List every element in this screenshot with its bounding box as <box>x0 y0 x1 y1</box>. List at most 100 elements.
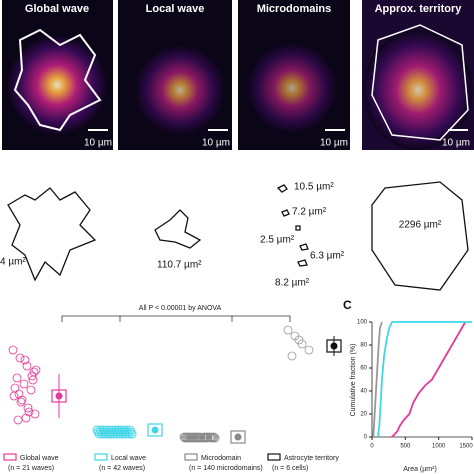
dot <box>287 351 297 361</box>
outline <box>154 209 202 249</box>
legend-count: (n = 140 microdomains) <box>189 465 263 472</box>
legend-label: Astrocyte territory <box>284 455 339 462</box>
dot <box>111 427 121 437</box>
dot <box>10 383 20 393</box>
dot <box>96 427 106 437</box>
dot <box>120 427 130 437</box>
outline-label: 8.2 µm² <box>275 278 310 289</box>
dot <box>102 427 112 437</box>
scale-label: 10 µm <box>320 138 348 149</box>
dot <box>13 415 23 425</box>
image-row: Global wave Local wave Microdomains Appr… <box>2 0 474 150</box>
dot <box>22 361 32 371</box>
dot <box>23 403 33 413</box>
error-box <box>230 430 246 444</box>
mean <box>151 426 159 434</box>
outline-label: 4 µm² <box>0 257 26 268</box>
error-box <box>147 423 163 437</box>
dot <box>121 429 131 439</box>
legend-count: (n = 21 waves) <box>8 465 54 472</box>
dot <box>123 427 133 437</box>
dot <box>21 413 31 423</box>
scale-label: 10 µm <box>84 138 112 149</box>
dot <box>115 429 125 439</box>
dot <box>283 325 293 335</box>
cell <box>135 45 225 135</box>
mean <box>234 433 242 441</box>
dot <box>9 391 19 401</box>
territory-outline <box>371 24 469 141</box>
legend-swatch <box>3 453 17 461</box>
dot <box>208 433 218 443</box>
y-axis-label: Cumulative fraction (%) <box>350 344 357 417</box>
dot <box>14 389 24 399</box>
outline-label: 7.2 µm² <box>292 207 327 218</box>
y-tick-label: 100 <box>357 320 368 326</box>
outline <box>7 187 97 282</box>
dot <box>16 397 26 407</box>
dot <box>92 425 102 435</box>
dot <box>17 395 27 405</box>
image-title: Local wave <box>146 3 205 15</box>
dot <box>106 429 116 439</box>
dot <box>113 425 123 435</box>
dot <box>20 355 30 365</box>
series-line <box>377 321 472 438</box>
dot <box>94 429 104 439</box>
outline-label: 6.3 µm² <box>310 251 345 262</box>
dot <box>27 371 37 381</box>
dot <box>108 427 118 437</box>
legend-swatch <box>267 453 281 461</box>
x-tick-label: 1000 <box>432 444 446 450</box>
x-tick-label: 1500 <box>459 444 473 450</box>
dot <box>19 379 29 389</box>
legend-label: Microdomain <box>201 455 241 462</box>
panel-c: C Cumulative fraction (%) Area (µm²) 0 20… <box>343 298 473 473</box>
bracket <box>61 315 291 322</box>
cell <box>363 30 473 150</box>
error-box <box>51 389 67 403</box>
dot <box>124 429 134 439</box>
dot <box>99 427 109 437</box>
legend-count: (n = 42 waves) <box>99 465 145 472</box>
dot <box>190 433 200 443</box>
mean <box>55 392 63 400</box>
legend-label: Global wave <box>20 455 59 462</box>
dot <box>15 353 25 363</box>
series-line <box>391 321 467 438</box>
dot <box>304 345 314 355</box>
dot <box>126 427 136 437</box>
outline-label: 2296 µm² <box>399 220 442 231</box>
y-tick-label: 40 <box>360 389 367 395</box>
dot <box>105 427 115 437</box>
cell <box>247 43 337 133</box>
outline <box>276 184 309 267</box>
dot <box>107 425 117 435</box>
dot <box>26 385 36 395</box>
y-tick-label: 60 <box>360 366 367 372</box>
y-tick-label: 20 <box>360 412 367 418</box>
x-tick-label: 0 <box>370 444 374 450</box>
outline-label: 2.5 µm² <box>260 235 295 246</box>
series-line <box>372 321 383 438</box>
image-title: Global wave <box>25 3 89 15</box>
dot <box>194 433 204 443</box>
panel-label: C <box>343 298 352 312</box>
image-title: Microdomains <box>257 3 332 15</box>
dot <box>183 432 193 442</box>
legend-swatch <box>94 453 108 461</box>
dot <box>24 407 34 417</box>
scale-label: 10 µm <box>442 138 470 149</box>
outline-label: 110.7 µm² <box>157 260 202 271</box>
legend-label: Local wave <box>111 455 146 462</box>
x-tick-label: 500 <box>400 444 411 450</box>
dot <box>93 427 103 437</box>
outline-label: 10.5 µm² <box>294 182 334 193</box>
annotation: All P < 0.00001 by ANOVA <box>139 305 222 312</box>
y-tick-label: 0 <box>364 435 368 441</box>
dot <box>8 345 18 355</box>
outline-row: 4 µm² 110.7 µm² 10.5 µm² 7.2 µm² 2.5 µm²… <box>0 181 469 291</box>
panel-b: All P < 0.00001 by ANOVA Global wave (n =… <box>3 305 342 472</box>
dot <box>30 409 40 419</box>
